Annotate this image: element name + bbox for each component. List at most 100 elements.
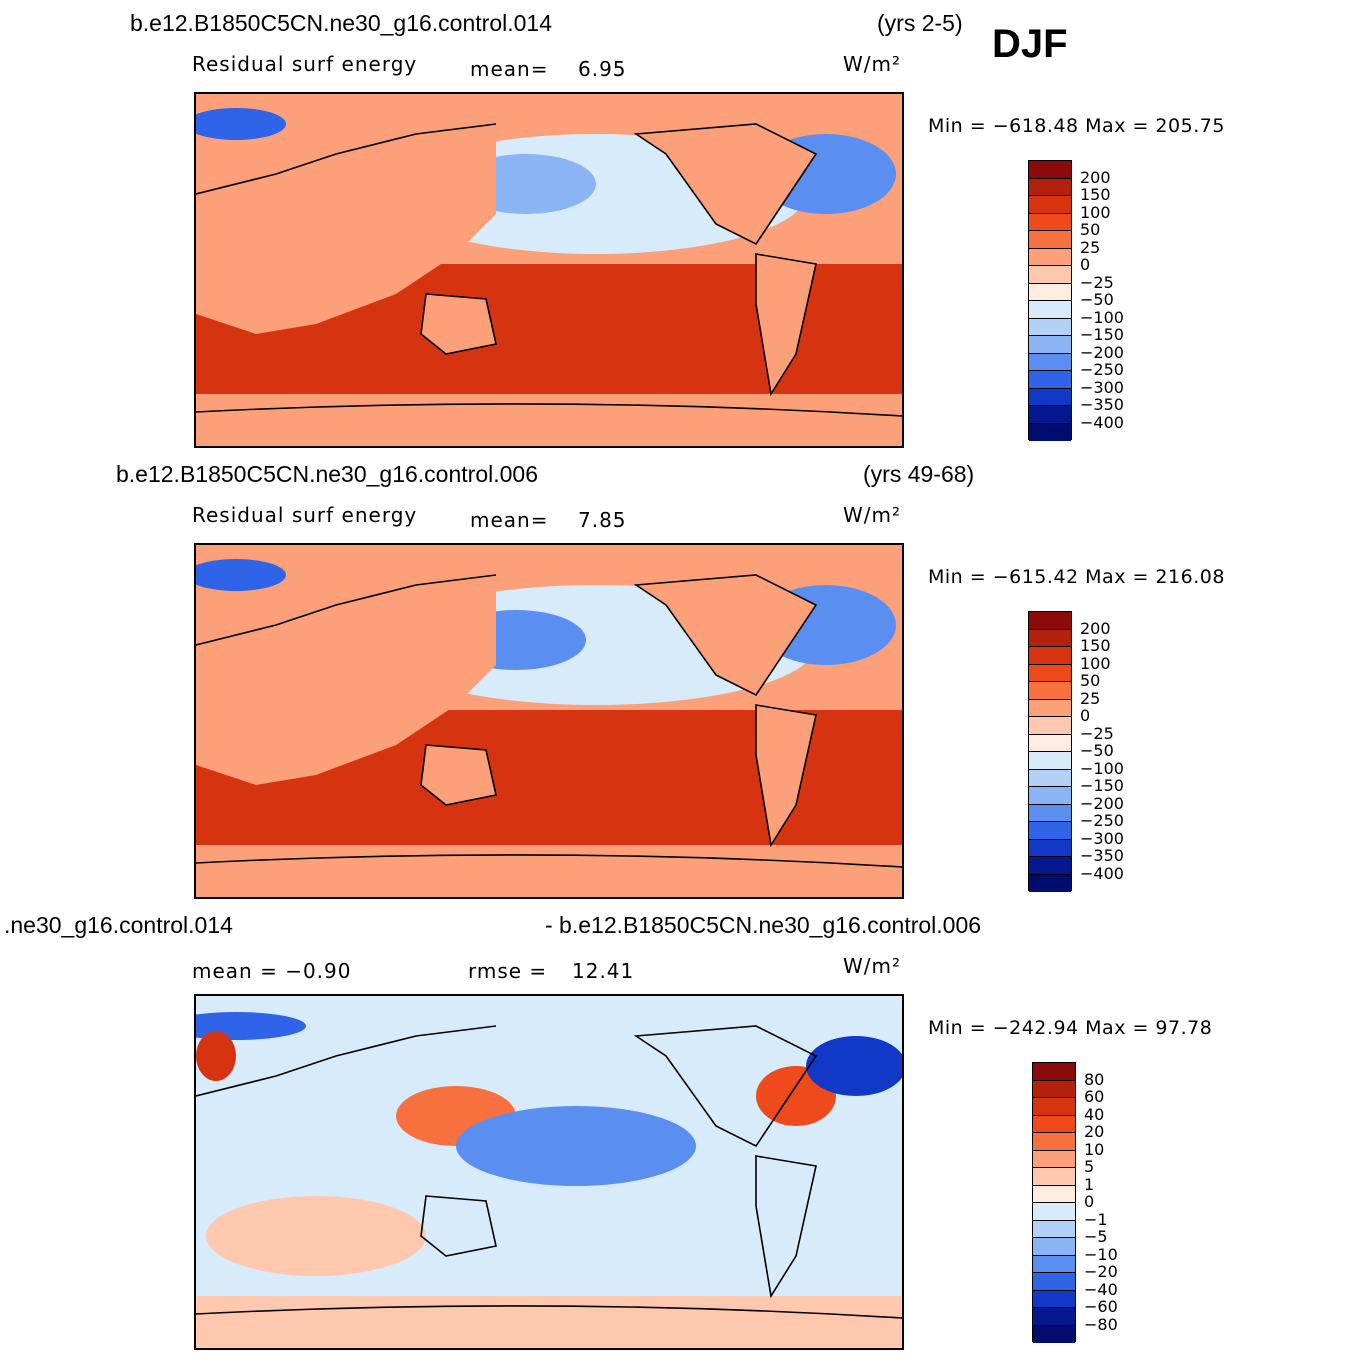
panel1-map [194,92,904,448]
colorbar-swatch [1029,353,1071,371]
panel1-case-title: b.e12.B1850C5CN.ne30_g16.control.014 [130,10,552,36]
colorbar-label: −25 [1080,272,1114,292]
colorbar-swatch [1029,682,1071,700]
panel1-variable-label: Residual surf energy [192,52,418,76]
colorbar-swatch [1029,839,1071,857]
colorbar-label: −20 [1084,1262,1118,1281]
colorbar-label: −100 [1080,307,1124,327]
panel1-minmax: Min = −618.48 Max = 205.75 [928,115,1225,137]
colorbar-swatch [1029,283,1071,301]
colorbar-swatch [1033,1133,1075,1151]
colorbar-label: −150 [1080,325,1124,344]
colorbar-swatch [1033,1168,1075,1186]
panel1-australia [421,294,496,354]
colorbar-swatch [1029,388,1071,406]
colorbar-label: 10 [1084,1139,1105,1159]
panel3-south-indian-warm [206,1196,426,1276]
colorbar-swatch [1029,371,1071,389]
colorbar-label: −10 [1084,1244,1118,1264]
colorbar-label: −350 [1080,395,1124,414]
panel1-nordic-seas [196,108,286,140]
panel2-mean-label: mean= [470,508,549,532]
colorbar-label: 20 [1084,1122,1105,1141]
colorbar-label: −300 [1080,828,1124,848]
panel3-minmax: Min = −242.94 Max = 97.78 [928,1017,1213,1039]
colorbar-label: 100 [1080,202,1111,222]
panel2-case-title: b.e12.B1850C5CN.ne30_g16.control.006 [116,461,538,487]
panel1-eurasia-africa [196,124,496,334]
colorbar-swatch [1029,406,1071,424]
panel1-antarctica [196,394,902,446]
colorbar-label: −1 [1084,1209,1108,1229]
colorbar-label: 25 [1080,688,1101,708]
colorbar-label: −40 [1084,1279,1118,1299]
colorbar-swatch [1029,734,1071,752]
colorbar-label: 25 [1080,237,1101,257]
colorbar-label: 60 [1084,1087,1105,1106]
panel3-difference-title: - b.e12.B1850C5CN.ne30_g16.control.006 [545,912,982,938]
colorbar-label: −200 [1080,342,1124,362]
panel2-colorbar-box [1028,611,1072,892]
colorbar-swatch [1033,1150,1075,1168]
colorbar-label: −50 [1080,290,1114,309]
panel3-units: W/m² [843,954,902,978]
panel3-north-pacific-cool [456,1106,696,1186]
panel2-eurasia-africa [196,575,496,785]
colorbar-label: 80 [1084,1069,1105,1089]
panel1-map-svg [196,94,902,446]
panel2-units: W/m² [843,503,902,527]
panel3-rmse-label: rmse = [468,959,548,983]
colorbar-swatch [1033,1238,1075,1256]
colorbar-label: −350 [1080,846,1124,865]
colorbar-label: 150 [1080,636,1111,655]
panel3-labrador-cool [806,1036,902,1096]
colorbar-label: 50 [1080,671,1101,690]
colorbar-swatch [1033,1273,1075,1291]
colorbar-label: −300 [1080,377,1124,397]
panel2-variable-label: Residual surf energy [192,503,418,527]
colorbar-label: 40 [1084,1104,1105,1124]
colorbar-swatch [1033,1115,1075,1133]
panel1-south-america [756,254,816,394]
panel1-years: (yrs 2-5) [877,10,963,36]
colorbar-swatch [1029,423,1071,441]
colorbar-label: −50 [1080,741,1114,760]
colorbar-swatch [1029,612,1071,630]
panel3-antarctica [196,1296,902,1348]
panel2-map [194,543,904,899]
colorbar-label: 0 [1080,255,1091,274]
panel3-colorbar-box [1032,1062,1076,1343]
colorbar-swatch [1029,717,1071,735]
panel3-coastlines [196,1025,902,1319]
panel3-case-title: .ne30_g16.control.014 [4,912,233,938]
colorbar-swatch [1029,301,1071,319]
panel2-nordic-seas [196,559,286,591]
colorbar-label: −5 [1084,1227,1108,1246]
panel1-mean-value: 6.95 [578,57,627,81]
colorbar-swatch [1029,231,1071,249]
colorbar-label: 200 [1080,167,1111,187]
colorbar-swatch [1029,196,1071,214]
panel1-units: W/m² [843,52,902,76]
colorbar-swatch [1033,1308,1075,1326]
colorbar-swatch [1029,178,1071,196]
colorbar-swatch [1033,1220,1075,1238]
colorbar-label: −80 [1084,1314,1118,1334]
colorbar-label: 200 [1080,618,1111,638]
colorbar-swatch [1029,629,1071,647]
panel1-colorbar-box [1028,160,1072,441]
panel1-coastlines [196,123,902,417]
panel3-rmse-value: 12.41 [572,959,635,983]
colorbar-label: −250 [1080,360,1124,379]
colorbar-swatch [1029,664,1071,682]
colorbar-label: 5 [1084,1157,1095,1176]
panel2-antarctica [196,845,902,897]
colorbar-swatch [1029,318,1071,336]
colorbar-label: −400 [1080,863,1124,883]
colorbar-label: −200 [1080,793,1124,813]
colorbar-swatch [1029,822,1071,840]
colorbar-label: 0 [1080,706,1091,725]
panel2-coastlines [196,574,902,868]
colorbar-label: −150 [1080,776,1124,795]
panel3-map-svg [196,996,902,1348]
